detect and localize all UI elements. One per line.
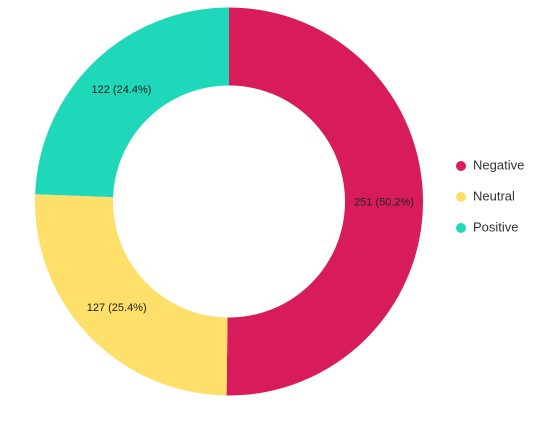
legend-marker	[456, 161, 466, 171]
legend-label: Negative	[473, 157, 524, 172]
legend-label: Neutral	[473, 188, 515, 203]
legend-marker	[456, 192, 466, 202]
slice	[35, 7, 229, 198]
slice	[34, 194, 228, 396]
slice	[226, 7, 424, 396]
data-label: 251 (50.2%)	[354, 196, 414, 208]
data-label: 127 (25.4%)	[87, 302, 147, 314]
legend-marker	[456, 223, 466, 233]
data-label: 122 (24.4%)	[92, 84, 152, 96]
legend-label: Positive	[473, 219, 519, 234]
